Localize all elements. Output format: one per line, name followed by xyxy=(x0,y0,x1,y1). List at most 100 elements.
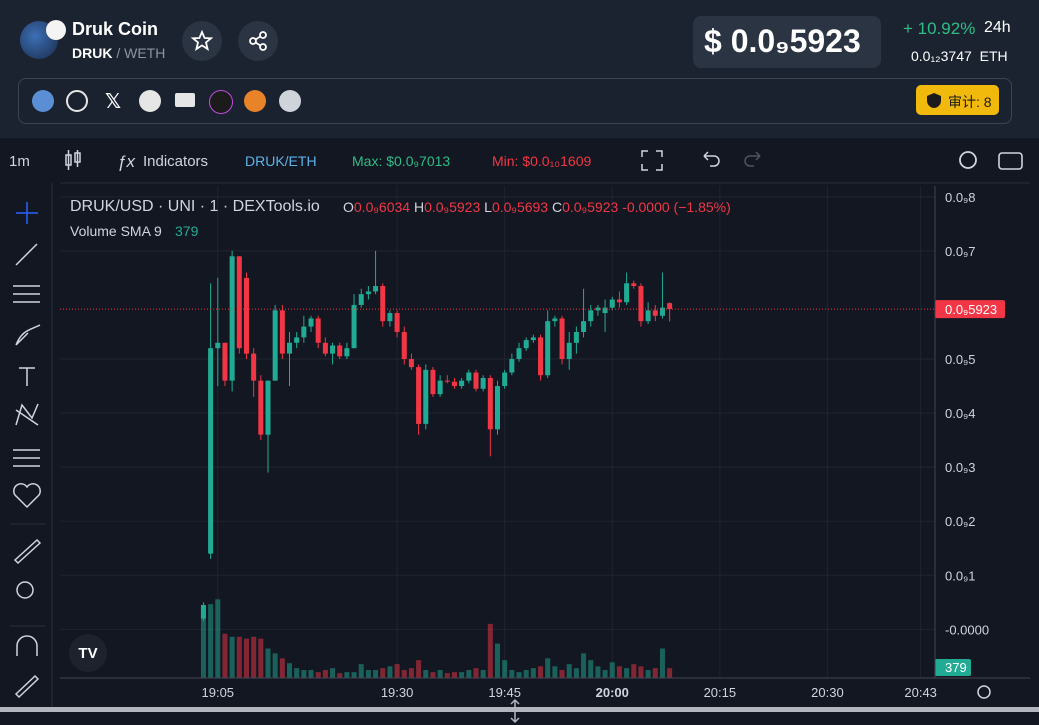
prediction-tool[interactable] xyxy=(13,449,40,467)
magnet-tool[interactable] xyxy=(16,635,38,656)
candle-body xyxy=(387,313,393,322)
crosshair-tool[interactable] xyxy=(16,202,38,224)
separator: / xyxy=(116,45,121,61)
resize-bar[interactable] xyxy=(0,707,1039,712)
l-key: L xyxy=(484,199,492,215)
pair-toggle[interactable]: DRUK/ETH xyxy=(245,153,317,169)
volume-bar xyxy=(609,662,615,678)
favorites-tool[interactable] xyxy=(13,483,41,509)
fx-icon[interactable]: ƒx xyxy=(117,152,135,171)
quote: WETH xyxy=(124,45,166,61)
candle-body xyxy=(258,380,264,435)
volume-bar xyxy=(416,660,422,678)
candle-body xyxy=(451,381,457,387)
shield-icon xyxy=(927,93,941,108)
candle-body xyxy=(301,326,307,338)
fib-tool[interactable] xyxy=(13,285,40,303)
candle-body xyxy=(602,307,608,314)
candle-body xyxy=(394,313,400,332)
x-link[interactable]: 𝕏 xyxy=(105,91,122,113)
price-label-box xyxy=(935,300,1005,319)
site-link[interactable] xyxy=(32,90,54,112)
volume-bar xyxy=(387,666,393,678)
brush-tool[interactable] xyxy=(15,324,41,346)
volume-bar xyxy=(423,670,429,678)
candle-body xyxy=(337,345,343,357)
volume-bar xyxy=(645,670,651,678)
y-tick-label: 0.0₉5 xyxy=(945,352,975,367)
y-tick-label: 0.0₉8 xyxy=(945,190,975,205)
text-tool[interactable] xyxy=(19,367,35,386)
volume-bar xyxy=(394,664,400,678)
audit-badge[interactable]: 审计: 8 xyxy=(916,85,999,115)
candle-body xyxy=(494,386,501,430)
volume-bar xyxy=(631,664,637,678)
tv-logo[interactable] xyxy=(69,634,107,672)
volume-bar xyxy=(667,668,673,678)
web-link[interactable] xyxy=(66,90,88,112)
axes: 0.0₉8 0.0₉7 0.0₉5 0.0₉4 0.0₉3 0.0₉2 0.0₉1 -0.00… xyxy=(60,190,1005,700)
grid xyxy=(60,186,935,678)
lock-tool[interactable] xyxy=(14,674,40,699)
y-tick-label: 0.0₉7 xyxy=(945,244,975,259)
candle-type-icon[interactable] xyxy=(65,150,81,170)
mail-link[interactable] xyxy=(175,93,195,107)
settings-icon[interactable] xyxy=(959,151,977,169)
candle-body xyxy=(659,307,665,316)
candle-body xyxy=(616,299,622,303)
y-tick-label: 0.0₉4 xyxy=(945,406,975,421)
telegram-link[interactable] xyxy=(139,90,161,112)
camera-icon[interactable] xyxy=(998,152,1023,170)
l-value: 0.0₉5693 xyxy=(492,199,548,215)
metamask-link[interactable] xyxy=(244,90,266,112)
o-key: O xyxy=(343,199,354,215)
share-button[interactable] xyxy=(238,21,278,61)
volume-bar xyxy=(638,666,644,678)
indicators[interactable]: Indicators xyxy=(143,153,208,170)
h-key: H xyxy=(414,199,424,215)
share-icon xyxy=(249,31,267,51)
volume-bar xyxy=(243,638,249,678)
links-bar: 𝕏 xyxy=(18,78,1012,124)
volume-bar xyxy=(652,668,658,678)
more-links[interactable] xyxy=(279,90,301,112)
candle-body xyxy=(530,337,536,341)
candle-body xyxy=(487,377,493,430)
x-tick-label: 20:15 xyxy=(704,685,737,700)
candle-body xyxy=(631,283,637,287)
ruler-tool[interactable] xyxy=(13,538,42,565)
volume-bar xyxy=(315,672,321,678)
volume-bar xyxy=(308,670,314,678)
resize-handle[interactable] xyxy=(510,698,520,724)
m-link[interactable] xyxy=(209,90,233,114)
candle-body xyxy=(279,310,285,354)
candle-body xyxy=(588,310,594,322)
volume-bar xyxy=(480,670,486,678)
fullscreen-icon[interactable] xyxy=(641,150,663,171)
favorite-button[interactable] xyxy=(182,21,222,61)
candle-body xyxy=(437,380,443,395)
chain-badge xyxy=(46,20,66,40)
c-key: C xyxy=(552,199,562,215)
change-value: -0.0000 (−1.85%) xyxy=(622,199,731,215)
volume-bar xyxy=(509,670,515,678)
interval[interactable]: 1m xyxy=(9,153,30,170)
y-tick-label: -0.0000 xyxy=(945,622,989,637)
volume-bar xyxy=(459,672,465,678)
trend-line-tool[interactable] xyxy=(15,243,38,266)
volume-bar xyxy=(301,670,307,678)
pattern-tool[interactable] xyxy=(15,403,39,426)
zoom-tool[interactable] xyxy=(16,581,34,599)
candle-body xyxy=(667,303,673,310)
min-price: Min: $0.0₁₀1609 xyxy=(492,153,591,169)
candle-body xyxy=(286,342,293,354)
redo-icon[interactable] xyxy=(744,151,761,167)
volume-bar xyxy=(545,658,551,678)
axis-settings-icon[interactable] xyxy=(977,685,991,699)
volume-legend: Volume SMA 9 xyxy=(70,223,162,239)
candle-body xyxy=(330,345,336,354)
candle-body xyxy=(208,348,214,554)
undo-icon[interactable] xyxy=(703,151,720,167)
